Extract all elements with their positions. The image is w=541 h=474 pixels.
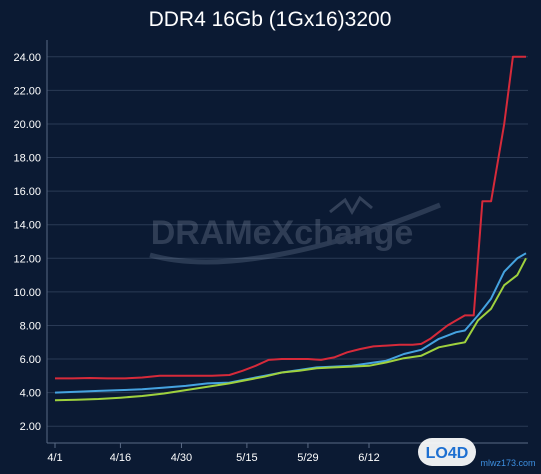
corner-logo-text: LO4D bbox=[426, 445, 469, 462]
watermark: DRAMeXchange bbox=[149, 195, 441, 265]
watermark-spark bbox=[329, 195, 373, 215]
grid-lines bbox=[47, 56, 528, 427]
y-tick-label: 20.00 bbox=[13, 119, 41, 131]
y-tick-label: 8.00 bbox=[20, 320, 41, 332]
corner-logo-site: mlwz173.com bbox=[480, 458, 535, 468]
y-tick-label: 2.00 bbox=[20, 421, 41, 433]
x-axis-ticks: 4/1 4/16 4/30 5/15 5/29 6/12 bbox=[47, 443, 380, 464]
y-tick-label: 4.00 bbox=[20, 388, 41, 400]
y-tick-label: 14.00 bbox=[13, 220, 41, 232]
y-tick-label: 16.00 bbox=[13, 186, 41, 198]
watermark-text: DRAMeXchange bbox=[151, 214, 414, 252]
x-tick-label: 4/16 bbox=[110, 452, 131, 464]
y-tick-label: 22.00 bbox=[13, 85, 41, 97]
y-tick-label: 24.00 bbox=[13, 52, 41, 64]
y-tick-label: 6.00 bbox=[20, 354, 41, 366]
x-tick-label: 4/1 bbox=[47, 452, 62, 464]
x-tick-label: 5/15 bbox=[236, 452, 257, 464]
x-tick-label: 4/30 bbox=[171, 452, 192, 464]
chart-title: DDR4 16Gb (1Gx16)3200 bbox=[149, 8, 392, 31]
series-lines bbox=[54, 55, 527, 402]
corner-logo-badge bbox=[418, 438, 476, 466]
watermark-swoosh bbox=[149, 202, 441, 265]
y-tick-label: 18.00 bbox=[13, 153, 41, 165]
y-tick-label: 10.00 bbox=[13, 287, 41, 299]
x-tick-label: 5/29 bbox=[297, 452, 318, 464]
series-line-1 bbox=[55, 55, 526, 380]
series-line-3 bbox=[54, 257, 527, 402]
y-tick-label: 12.00 bbox=[13, 253, 41, 265]
corner-logo: LO4D mlwz173.com bbox=[418, 438, 536, 468]
y-axis-ticks: 2.00 4.00 6.00 8.00 10.00 12.00 14.00 16.00 18.0… bbox=[13, 52, 41, 433]
x-tick-label: 6/12 bbox=[358, 452, 379, 464]
